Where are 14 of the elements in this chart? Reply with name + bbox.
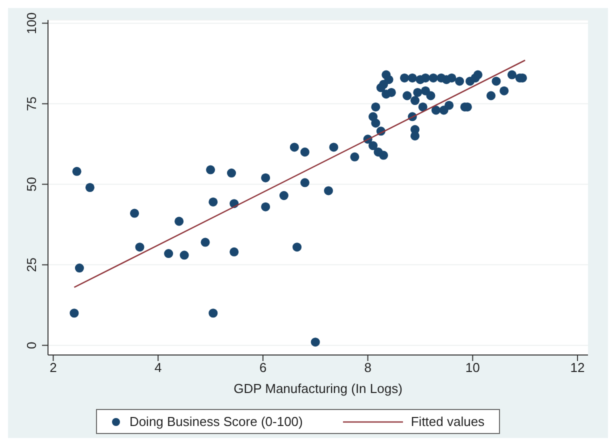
x-tick-label: 2 — [50, 360, 57, 376]
legend-label: Doing Business Score (0-100) — [129, 414, 303, 429]
y-tick-label: 50 — [24, 177, 39, 192]
x-tick-label: 4 — [154, 360, 162, 376]
x-axis-title: GDP Manufacturing (In Logs) — [234, 381, 402, 396]
y-tick-label: 100 — [24, 12, 39, 34]
x-tick-label: 6 — [259, 360, 267, 376]
x-tick-label: 12 — [570, 360, 585, 376]
y-tick-label: 0 — [24, 342, 39, 349]
x-tick-label: 8 — [364, 360, 372, 376]
y-tick-label: 25 — [24, 258, 39, 272]
y-tick-label: 75 — [24, 96, 39, 111]
x-tick-label: 10 — [465, 360, 480, 376]
legend-label: Fitted values — [410, 414, 485, 429]
